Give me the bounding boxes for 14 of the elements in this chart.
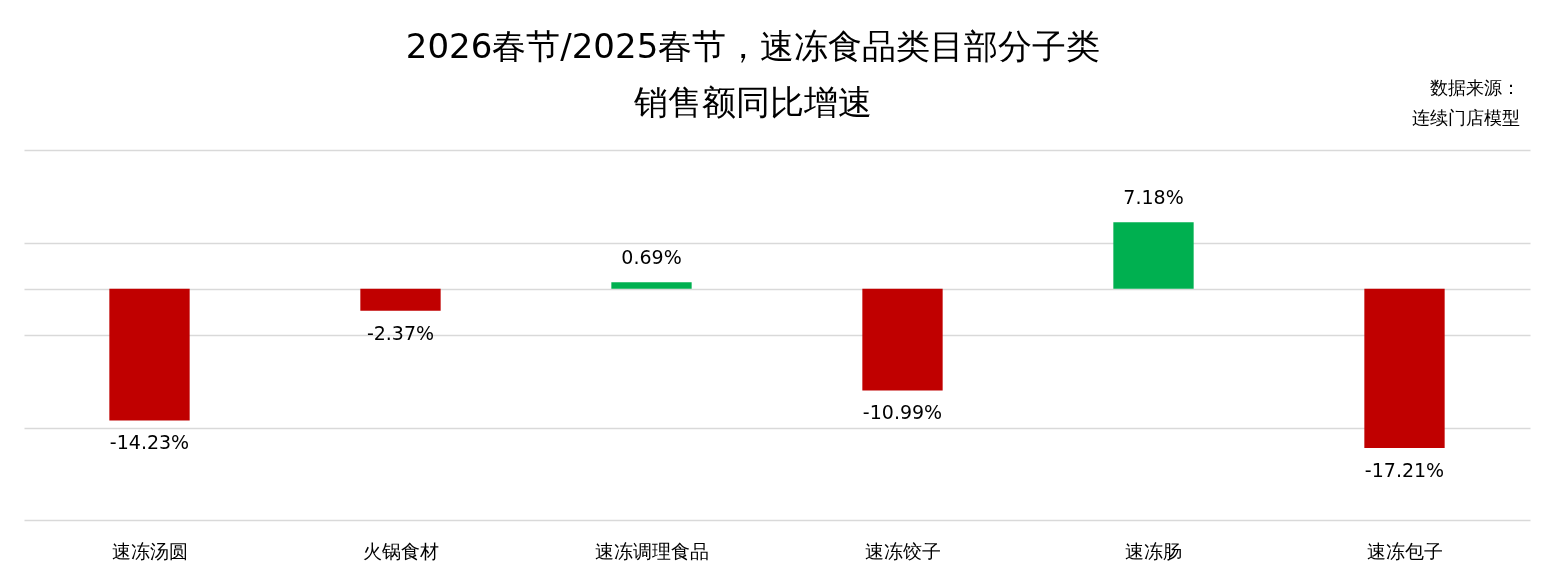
data-label: -14.23% xyxy=(109,431,190,454)
data-label: -17.21% xyxy=(1364,458,1445,481)
x-tick-label: 速冻包子 xyxy=(1366,539,1443,562)
x-tick-label: 速冻饺子 xyxy=(864,539,941,562)
data-label: 0.69% xyxy=(621,246,682,269)
data-label: 7.18% xyxy=(1123,186,1184,209)
source-note: 数据来源：连续门店模型 xyxy=(1412,77,1520,128)
x-tick-label: 速冻汤圆 xyxy=(111,539,188,562)
data-label: -10.99% xyxy=(862,401,943,424)
x-tick-label: 速冻调理食品 xyxy=(594,539,709,562)
data-label: -2.37% xyxy=(366,321,435,344)
x-tick-label: 火锅食材 xyxy=(362,539,439,562)
chart-title: 2026春节/2025春节，速冻食品类目部分子类销售额同比增速 xyxy=(405,26,1101,122)
x-tick-label: 速冻肠 xyxy=(1125,539,1182,562)
